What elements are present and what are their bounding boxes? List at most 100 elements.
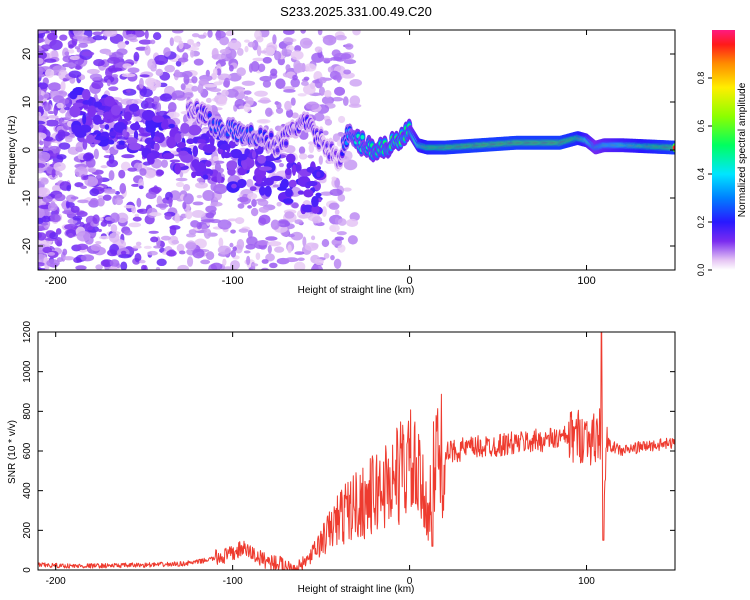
signal-blob [297, 190, 305, 195]
noise-blob [270, 219, 280, 230]
signal-blob [110, 104, 121, 116]
noise-blob [118, 253, 132, 259]
noise-blob [132, 216, 142, 222]
noise-blob [191, 33, 200, 38]
colorbar-tick-label: 0.2 [696, 216, 706, 229]
noise-blob [72, 215, 83, 221]
noise-blob [152, 32, 162, 41]
noise-blob [144, 102, 156, 109]
signal-blob [288, 179, 297, 188]
noise-blob [255, 35, 264, 43]
noise-blob [119, 183, 127, 194]
noise-blob [66, 185, 72, 192]
noise-blob [171, 90, 185, 99]
noise-blob [290, 77, 300, 88]
x-tick-label: -200 [45, 275, 67, 287]
noise-blob [262, 80, 272, 88]
noise-blob [98, 217, 104, 222]
noise-blob [100, 221, 108, 227]
signal-blob [258, 166, 273, 171]
noise-blob [138, 132, 152, 137]
noise-blob [155, 203, 169, 208]
signal-blob [180, 122, 190, 134]
noise-blob [300, 30, 307, 34]
noise-blob [38, 262, 46, 267]
colorbar-ticks: 0.0 0.2 0.4 0.6 0.8 [696, 72, 712, 276]
noise-blob [227, 40, 242, 51]
noise-blob [229, 242, 234, 248]
noise-blob [67, 233, 74, 239]
noise-blob [91, 80, 104, 90]
noise-blob [167, 102, 177, 113]
noise-blob [300, 81, 309, 86]
noise-blob [274, 159, 282, 163]
ridge-core [207, 113, 212, 118]
noise-blob [164, 213, 172, 220]
noise-blob [122, 63, 132, 69]
noise-blob [330, 254, 335, 261]
x-tick-label: -100 [223, 576, 243, 587]
noise-blob [247, 205, 252, 209]
noise-blob [92, 214, 100, 225]
noise-blob [76, 210, 88, 218]
noise-blob [56, 154, 67, 160]
noise-blob [343, 59, 357, 65]
noise-blob [156, 258, 167, 267]
noise-blob [285, 41, 293, 46]
noise-blob [318, 57, 333, 62]
noise-blob [265, 107, 273, 117]
noise-blob [290, 50, 304, 61]
noise-blob [126, 89, 131, 93]
noise-blob [258, 214, 271, 225]
noise-blob [144, 169, 156, 179]
noise-blob [342, 187, 352, 192]
noise-blob [41, 215, 51, 223]
noise-blob [74, 46, 81, 50]
noise-blob [49, 231, 59, 240]
noise-blob [72, 35, 83, 40]
y-tick-label: 1000 [22, 360, 33, 383]
noise-blob [236, 238, 245, 250]
noise-blob [308, 141, 314, 145]
noise-blob [321, 206, 327, 218]
noise-blob [49, 214, 61, 223]
noise-blob [218, 58, 227, 63]
noise-blob [309, 82, 316, 90]
noise-blob [109, 266, 118, 270]
noise-blob [336, 72, 342, 83]
noise-blob [252, 57, 265, 62]
noise-blob [58, 69, 68, 81]
noise-blob [313, 112, 325, 122]
noise-blob [281, 47, 288, 57]
noise-blob [285, 108, 294, 118]
noise-blob [86, 68, 100, 75]
y-tick-label: 0 [21, 147, 33, 153]
noise-blob [227, 218, 238, 222]
noise-blob [117, 41, 126, 49]
noise-blob [155, 81, 162, 88]
noise-blob [161, 159, 168, 168]
noise-blob [120, 161, 131, 171]
signal-blob [166, 136, 177, 149]
noise-blob [173, 35, 182, 43]
noise-blob [302, 236, 307, 247]
noise-blob [58, 142, 71, 150]
noise-blob [308, 143, 315, 154]
noise-blob [120, 261, 128, 270]
signal-blob [301, 204, 315, 213]
noise-blob [241, 80, 256, 86]
noise-blob [294, 251, 305, 255]
figure-title: S233.2025.331.00.49.C20 [280, 4, 432, 19]
noise-blob [260, 50, 267, 54]
signal-blob [238, 153, 248, 161]
signal-blob [306, 166, 315, 173]
noise-blob [82, 175, 89, 180]
noise-blob [38, 82, 49, 90]
noise-blob [38, 267, 42, 270]
noise-blob [196, 177, 204, 183]
noise-blob [275, 107, 284, 114]
noise-blob [292, 74, 298, 81]
noise-blob [211, 53, 226, 60]
noise-blob [114, 197, 123, 206]
noise-blob [221, 89, 229, 97]
